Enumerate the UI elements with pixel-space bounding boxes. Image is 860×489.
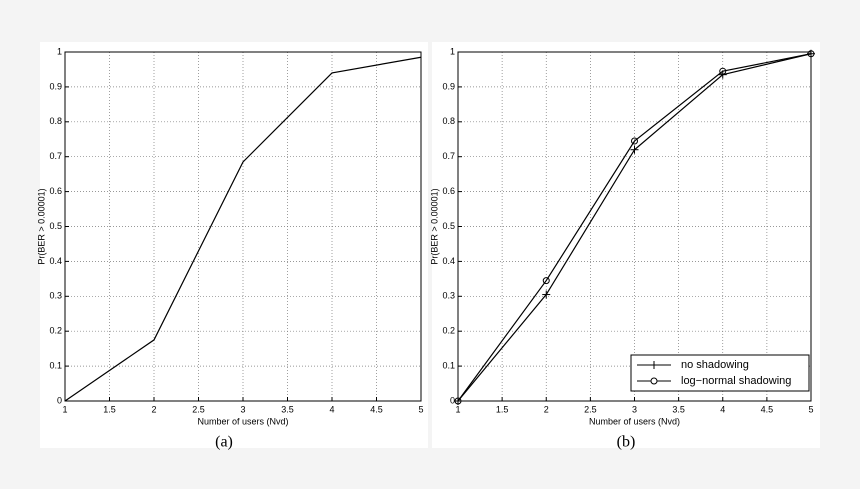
y-tick-label: 0.5 [442, 221, 455, 231]
y-tick-label: 0.8 [49, 116, 62, 126]
point-marker [631, 137, 638, 145]
x-tick-label: 1.5 [103, 404, 116, 414]
point-marker [542, 277, 550, 285]
data-line [457, 53, 812, 402]
point-marker [454, 397, 462, 405]
y-tick-label: 1 [57, 46, 62, 56]
y-tick-label: 0.4 [49, 256, 62, 266]
y-tick-label: 0.6 [442, 186, 455, 196]
x-tick-label: 1.5 [496, 404, 509, 414]
x-tick-label: 3 [240, 404, 245, 414]
data-line [64, 56, 422, 402]
x-tick-label: 3.5 [672, 404, 685, 414]
x-axis-label: Number of users (Nvd) [197, 416, 288, 426]
y-tick-label: 0.7 [49, 151, 62, 161]
legend-box [630, 354, 810, 392]
legend-label: no shadowing [681, 359, 749, 371]
y-tick-label: 1 [450, 46, 455, 56]
y-tick-label: 0 [57, 395, 62, 405]
x-axis-label: Number of users (Nvd) [589, 416, 680, 426]
y-tick-label: 0.9 [49, 81, 62, 91]
x-tick-label: 3.5 [281, 404, 294, 414]
x-tick-label: 2 [544, 404, 549, 414]
y-tick-label: 0.3 [442, 291, 455, 301]
x-tick-label: 4 [329, 404, 334, 414]
x-tick-label: 1 [62, 404, 67, 414]
point-marker [542, 290, 551, 299]
y-axis-label: Pr(BER > 0.00001) [429, 188, 439, 264]
x-tick-label: 4 [720, 404, 725, 414]
plot-frame [64, 51, 422, 402]
x-tick-label: 4.5 [761, 404, 774, 414]
caption: (a) [215, 434, 233, 451]
y-axis-label: Pr(BER > 0.00001) [36, 188, 46, 264]
point-marker [630, 145, 639, 154]
x-tick-label: 2.5 [584, 404, 597, 414]
x-tick-label: 2 [151, 404, 156, 414]
caption: (b) [617, 434, 636, 451]
panel [40, 42, 428, 448]
y-tick-label: 0 [450, 395, 455, 405]
x-tick-label: 2.5 [192, 404, 205, 414]
y-tick-label: 0.5 [49, 221, 62, 231]
x-tick-label: 1 [455, 404, 460, 414]
y-tick-label: 0.2 [442, 326, 455, 336]
plot-frame [457, 51, 812, 402]
x-tick-label: 5 [418, 404, 423, 414]
y-tick-label: 0.8 [442, 116, 455, 126]
point-marker [807, 50, 815, 58]
x-tick-label: 3 [632, 404, 637, 414]
y-tick-label: 0.9 [442, 81, 455, 91]
y-tick-label: 0.7 [442, 151, 455, 161]
legend-label: log−normal shadowing [681, 375, 791, 387]
x-tick-label: 4.5 [370, 404, 383, 414]
x-tick-label: 5 [808, 404, 813, 414]
y-tick-label: 0.2 [49, 326, 62, 336]
legend-marker [650, 377, 658, 385]
y-tick-label: 0.3 [49, 291, 62, 301]
y-tick-label: 0.4 [442, 256, 455, 266]
y-tick-label: 0.1 [49, 360, 62, 370]
y-tick-label: 0.1 [442, 360, 455, 370]
point-marker [719, 67, 727, 75]
y-tick-label: 0.6 [49, 186, 62, 196]
